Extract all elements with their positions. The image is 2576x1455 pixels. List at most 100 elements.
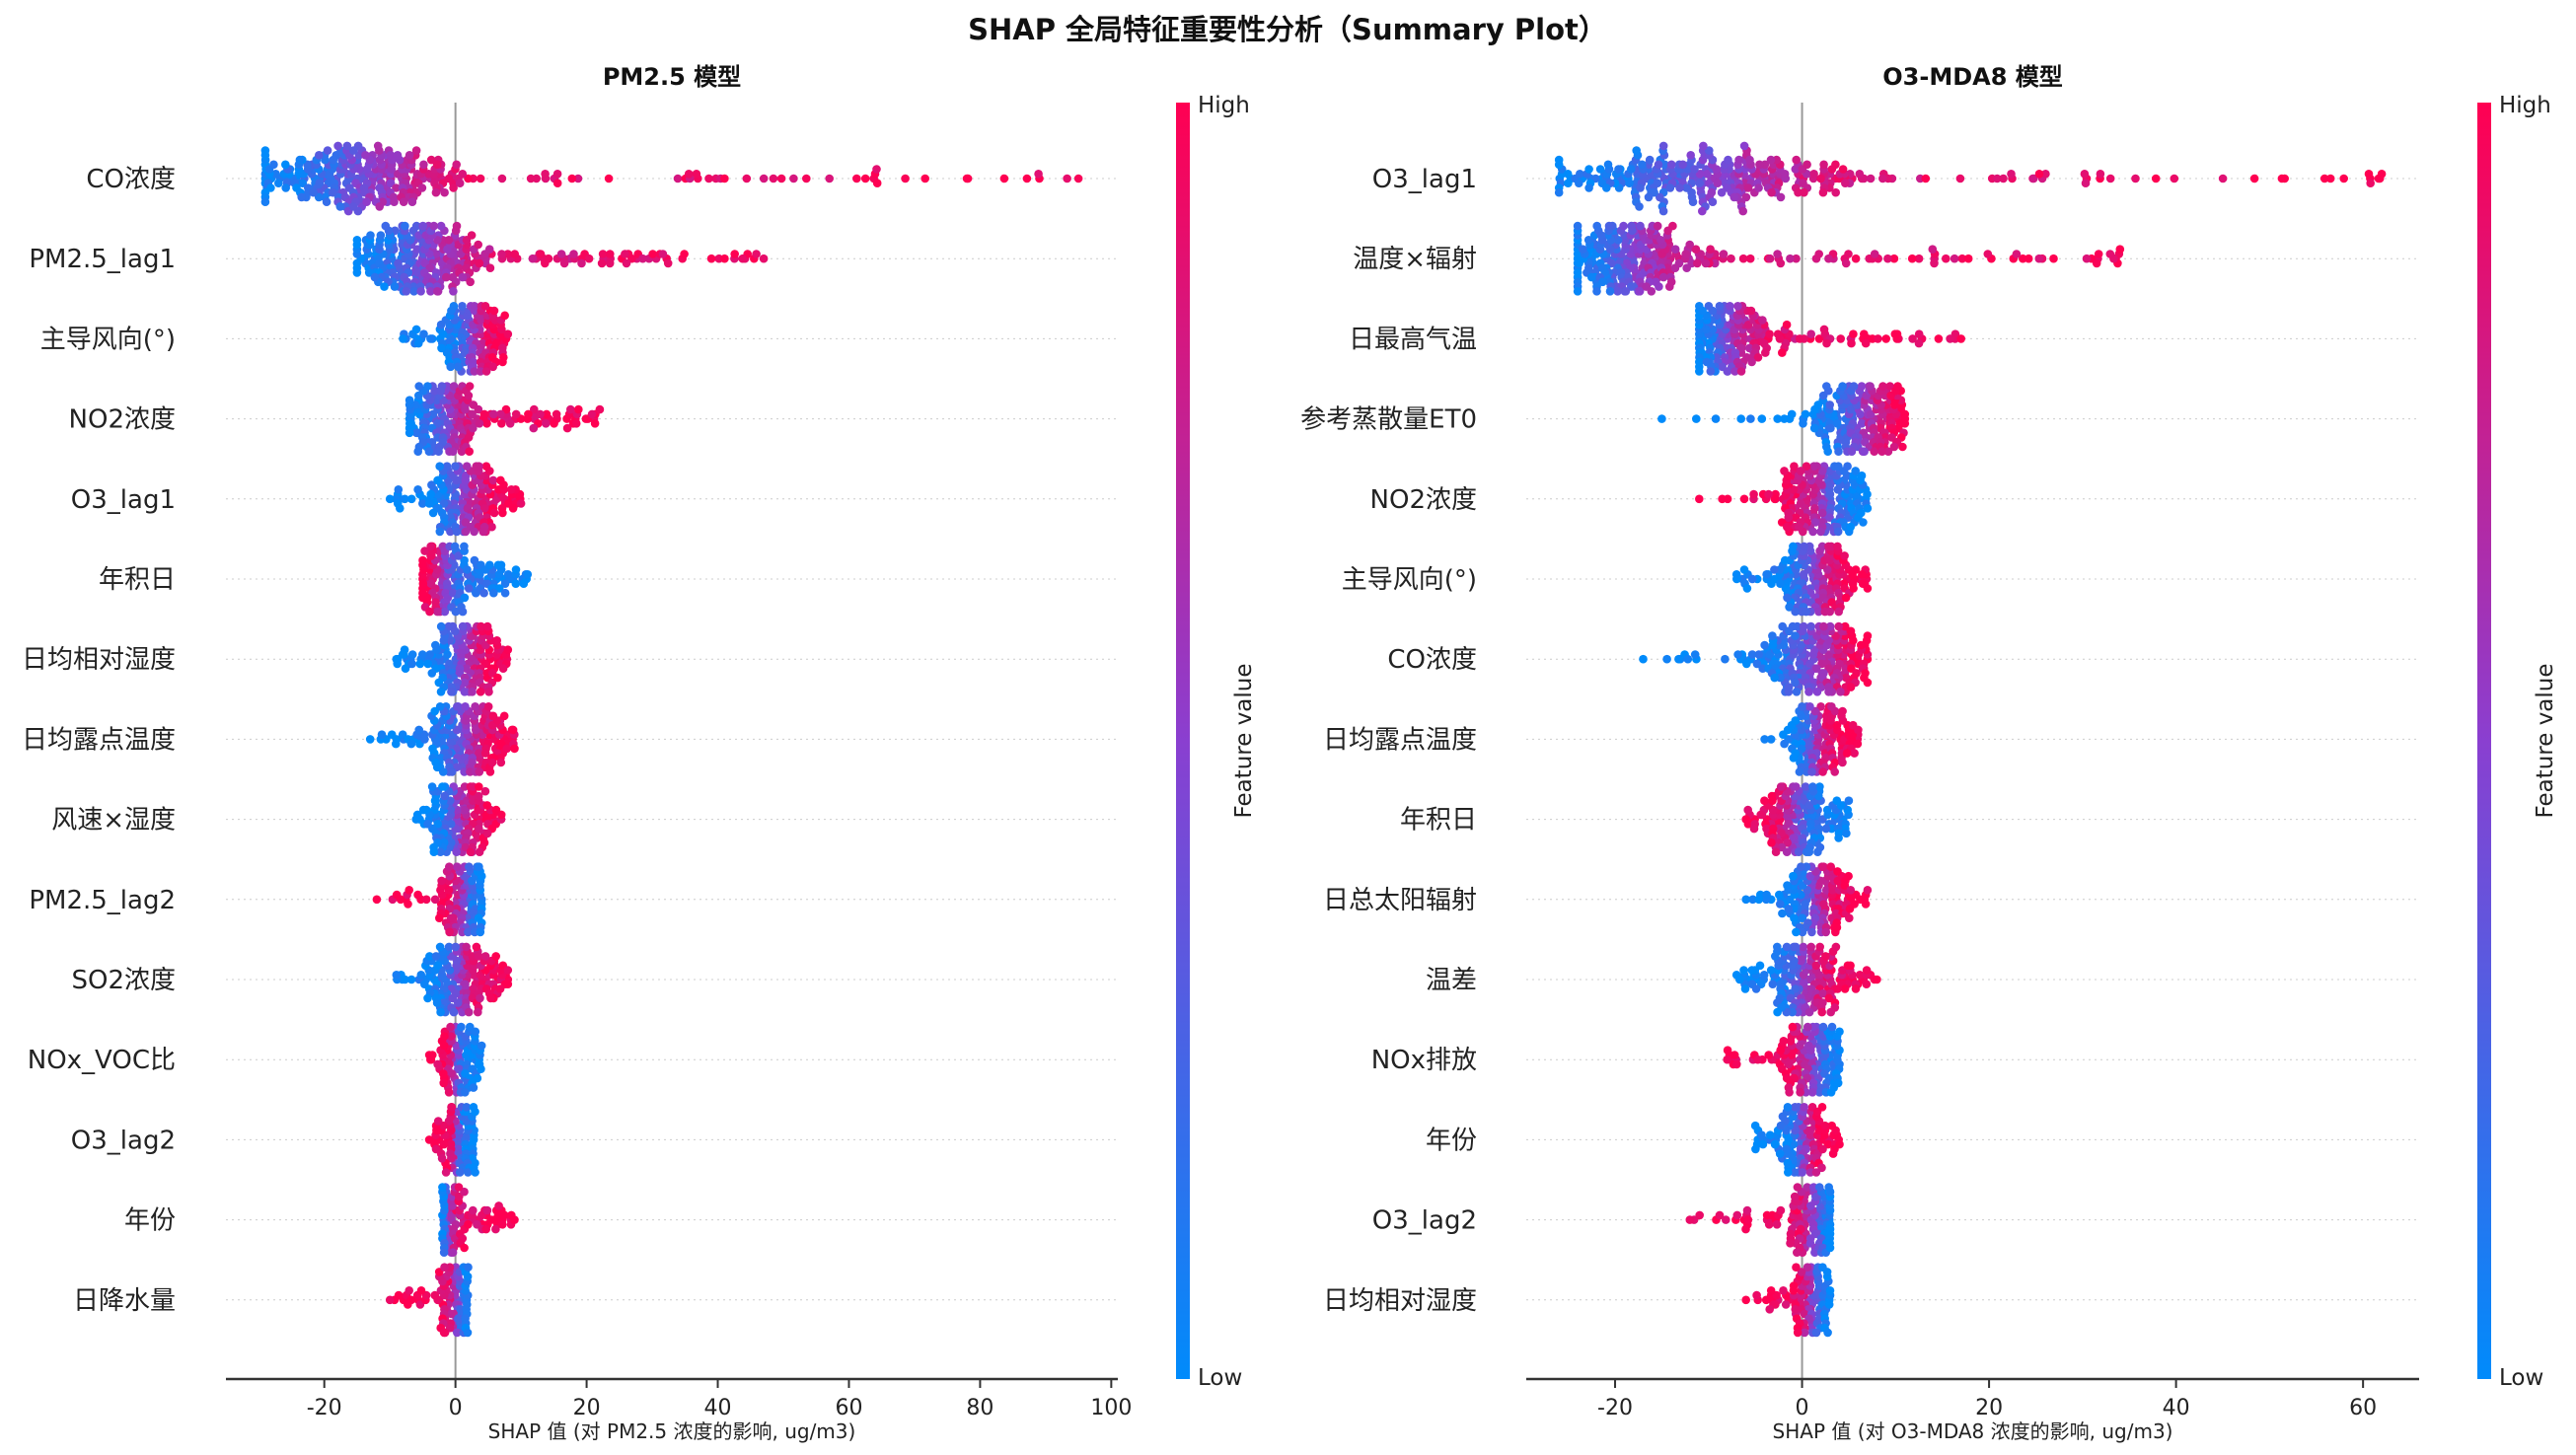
shap-point <box>1746 306 1756 316</box>
shap-point <box>1838 758 1847 767</box>
shap-point <box>499 711 509 721</box>
shap-point <box>1863 678 1873 688</box>
shap-point <box>2151 174 2161 183</box>
feature-label: 温差 <box>1426 966 1477 995</box>
shap-point <box>269 160 278 170</box>
shap-point <box>385 494 395 504</box>
shap-point <box>1773 1007 1782 1017</box>
shap-point <box>392 739 401 749</box>
shap-point <box>399 197 408 206</box>
shap-point <box>1636 183 1645 192</box>
shap-point <box>1803 1022 1812 1032</box>
shap-point <box>430 1290 440 1300</box>
shap-point <box>1708 197 1718 206</box>
shap-point <box>260 197 270 206</box>
shap-point <box>1788 1022 1798 1032</box>
shap-point <box>648 250 657 258</box>
shap-point <box>1831 160 1840 170</box>
shap-point <box>1775 890 1784 900</box>
shap-point <box>435 527 445 537</box>
shap-point <box>375 202 385 211</box>
shap-point <box>1860 329 1869 339</box>
shap-point <box>444 236 454 245</box>
shap-point <box>1644 192 1654 202</box>
shap-point <box>1733 302 1742 311</box>
shap-point <box>455 179 465 187</box>
shap-point <box>1838 382 1847 391</box>
shap-point <box>1838 165 1848 174</box>
shap-point <box>1789 754 1799 763</box>
shap-point <box>485 767 495 776</box>
shap-point <box>1881 334 1890 343</box>
shap-point <box>427 480 436 489</box>
shap-point <box>606 250 615 258</box>
shap-point <box>426 489 436 499</box>
feature-label: PM2.5_lag2 <box>29 886 176 915</box>
shap-point <box>418 221 428 231</box>
shap-point <box>450 542 460 551</box>
shap-point <box>418 650 427 659</box>
shap-point <box>530 404 539 414</box>
shap-point <box>452 862 462 871</box>
shap-point <box>550 419 558 428</box>
shap-point <box>1851 254 1861 263</box>
shap-point <box>999 174 1009 183</box>
shap-point <box>1808 527 1817 537</box>
shap-point <box>444 174 454 183</box>
shap-point <box>544 254 553 263</box>
shap-point <box>315 151 324 160</box>
shap-point <box>1702 357 1712 367</box>
shap-point <box>1788 621 1798 631</box>
shap-point <box>475 767 484 776</box>
shap-point <box>439 499 449 508</box>
shap-point <box>1818 767 1827 776</box>
shap-point <box>1573 287 1582 296</box>
shap-point <box>440 1032 449 1041</box>
shap-point <box>872 179 882 187</box>
x-tick-label: 40 <box>704 1396 732 1420</box>
shap-point <box>468 688 477 696</box>
shap-point <box>1592 287 1601 296</box>
shap-point <box>428 508 438 518</box>
shap-point <box>1849 584 1858 593</box>
shap-point <box>1765 329 1774 339</box>
shap-point <box>1806 329 1815 339</box>
shap-point <box>536 409 545 419</box>
shap-point <box>477 1064 485 1073</box>
shap-point <box>436 1007 445 1017</box>
shap-point <box>1756 810 1765 820</box>
shap-point <box>1605 287 1615 296</box>
shap-point <box>1731 570 1741 579</box>
shap-point <box>1753 1055 1762 1064</box>
shap-point <box>1907 254 1917 263</box>
shap-point <box>1711 414 1721 423</box>
shap-point <box>1668 221 1677 231</box>
feature-label: O3_lag1 <box>71 485 176 515</box>
shap-point <box>1946 334 1954 343</box>
feature-label: 参考蒸散量ET0 <box>1300 405 1477 435</box>
shap-point <box>476 174 485 183</box>
shap-point <box>2024 254 2033 263</box>
shap-point <box>392 654 402 664</box>
shap-point <box>414 725 424 735</box>
shap-point <box>1732 1059 1741 1069</box>
shap-point <box>1836 334 1845 343</box>
shap-point <box>436 688 446 696</box>
feature-label: 风速×湿度 <box>51 806 176 836</box>
shap-point <box>1804 688 1813 696</box>
shap-point <box>416 971 426 980</box>
shap-point <box>329 155 338 165</box>
shap-point <box>1767 187 1776 197</box>
shap-point <box>1647 287 1656 296</box>
shap-point <box>1833 527 1843 537</box>
shap-point <box>1690 650 1700 659</box>
shap-point <box>469 423 478 433</box>
shap-point <box>802 174 811 183</box>
shap-point <box>348 202 358 211</box>
shap-point <box>1818 1022 1828 1032</box>
colorbar-low-label: Low <box>1198 1365 1242 1391</box>
shap-point <box>390 282 400 291</box>
colorbar-label: Feature value <box>1231 663 1257 818</box>
shap-point <box>386 151 396 160</box>
shap-point <box>1688 197 1698 206</box>
